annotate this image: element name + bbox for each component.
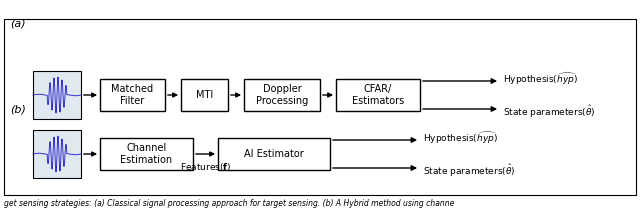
Bar	[33, 71, 81, 119]
Bar	[100, 138, 193, 170]
Bar	[244, 79, 320, 111]
Text: AI Estimator: AI Estimator	[244, 149, 304, 159]
Bar	[336, 79, 420, 111]
Text: Hypothesis($\widehat{hyp}$): Hypothesis($\widehat{hyp}$)	[503, 71, 578, 87]
Bar	[218, 138, 330, 170]
Text: Doppler
Processing: Doppler Processing	[256, 84, 308, 106]
Bar	[181, 79, 228, 111]
Text: State parameters($\hat{\theta}$): State parameters($\hat{\theta}$)	[503, 104, 596, 120]
Text: get sensing strategies: (a) Classical signal processing approach for target sens: get sensing strategies: (a) Classical si…	[4, 199, 454, 208]
Text: Features($\mathbf{f}$): Features($\mathbf{f}$)	[180, 161, 231, 173]
Text: (b): (b)	[10, 104, 26, 114]
Text: CFAR/
Estimators: CFAR/ Estimators	[352, 84, 404, 106]
Bar	[4, 19, 636, 195]
Bar	[33, 130, 81, 178]
Text: Hypothesis($\widehat{hyp}$): Hypothesis($\widehat{hyp}$)	[423, 130, 498, 146]
Bar	[100, 79, 165, 111]
Text: Matched
Filter: Matched Filter	[111, 84, 154, 106]
Text: State parameters($\hat{\theta}$): State parameters($\hat{\theta}$)	[423, 163, 516, 179]
Text: Channel
Estimation: Channel Estimation	[120, 143, 173, 165]
Text: MTI: MTI	[196, 90, 213, 100]
Text: (a): (a)	[10, 19, 26, 29]
